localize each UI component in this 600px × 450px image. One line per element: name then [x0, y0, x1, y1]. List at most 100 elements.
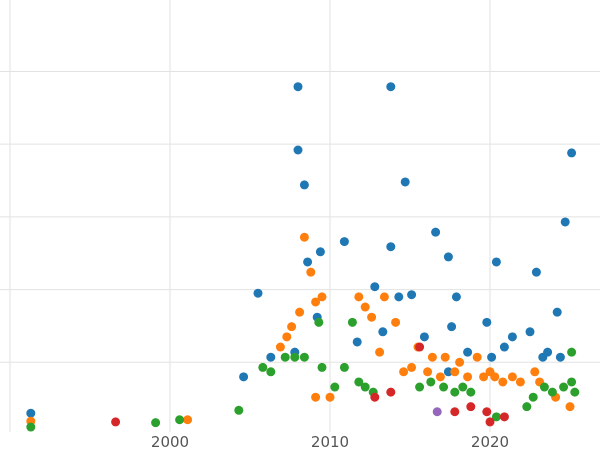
data-point-series-blue — [253, 288, 263, 298]
data-point-series-green — [547, 387, 557, 397]
data-point-series-blue — [419, 332, 429, 342]
x-tick-label: 2010 — [311, 433, 349, 450]
data-point-series-orange — [399, 367, 409, 377]
data-point-series-blue — [303, 257, 313, 267]
data-point-series-green — [280, 352, 290, 362]
data-point-series-blue — [482, 317, 492, 327]
data-point-series-blue — [567, 148, 577, 158]
data-point-series-orange — [287, 322, 297, 332]
x-tick-label: 2020 — [471, 433, 509, 450]
data-point-series-green — [466, 387, 476, 397]
data-point-series-orange — [423, 367, 433, 377]
data-point-series-blue — [293, 82, 303, 92]
data-point-series-blue — [299, 180, 309, 190]
data-point-series-orange — [472, 352, 482, 362]
data-point-series-orange — [455, 357, 465, 367]
data-point-series-orange — [450, 367, 460, 377]
data-point-series-green — [330, 382, 340, 392]
data-point-series-green — [426, 377, 436, 387]
data-point-series-blue — [531, 267, 541, 277]
data-point-series-orange — [299, 232, 309, 242]
data-point-series-blue — [552, 307, 562, 317]
data-point-series-orange — [367, 312, 377, 322]
data-point-series-green — [458, 382, 468, 392]
data-point-series-blue — [443, 252, 453, 262]
data-point-series-red — [482, 407, 492, 417]
data-point-series-orange — [379, 292, 389, 302]
data-point-series-blue — [315, 247, 325, 257]
data-point-series-orange — [515, 377, 525, 387]
data-point-series-red — [386, 387, 396, 397]
data-point-series-orange — [435, 372, 445, 382]
data-point-series-blue — [555, 352, 565, 362]
data-point-series-green — [559, 382, 569, 392]
data-point-series-green — [439, 382, 449, 392]
data-point-series-green — [258, 362, 268, 372]
data-point-series-red — [111, 417, 121, 427]
data-point-series-red — [370, 392, 380, 402]
data-point-series-blue — [400, 177, 410, 187]
data-point-series-orange — [282, 332, 292, 342]
data-point-series-blue — [447, 322, 457, 332]
data-point-series-orange — [427, 352, 437, 362]
data-point-series-green — [567, 347, 577, 357]
data-point-series-blue — [407, 290, 417, 300]
data-point-series-orange — [275, 342, 285, 352]
data-point-series-green — [360, 382, 370, 392]
data-point-series-orange — [311, 392, 321, 402]
data-point-series-green — [299, 352, 309, 362]
data-point-series-blue — [463, 347, 473, 357]
data-point-series-green — [151, 418, 161, 428]
data-point-series-green — [347, 317, 357, 327]
data-point-series-orange — [530, 367, 540, 377]
data-point-series-blue — [394, 292, 404, 302]
data-point-series-red — [415, 342, 425, 352]
data-point-series-orange — [391, 317, 401, 327]
data-point-series-green — [317, 362, 327, 372]
data-point-series-green — [290, 352, 300, 362]
data-point-series-blue — [352, 337, 362, 347]
data-point-series-green — [354, 377, 364, 387]
data-point-series-green — [491, 412, 501, 422]
data-point-series-blue — [266, 352, 276, 362]
data-point-series-green — [570, 387, 580, 397]
data-point-series-orange — [325, 392, 335, 402]
data-point-series-orange — [440, 352, 450, 362]
data-point-series-red — [466, 402, 476, 412]
x-tick-label: 2000 — [151, 433, 189, 450]
data-point-series-green — [567, 377, 577, 387]
data-point-series-orange — [479, 372, 489, 382]
data-point-series-blue — [543, 347, 553, 357]
data-point-series-red — [485, 417, 495, 427]
data-point-series-red — [499, 412, 509, 422]
data-point-series-blue — [443, 367, 453, 377]
data-point-series-purple — [432, 407, 442, 417]
data-point-series-green — [528, 392, 538, 402]
data-point-series-blue — [491, 257, 501, 267]
data-point-series-orange — [498, 377, 508, 387]
data-point-series-green — [26, 422, 36, 432]
data-point-series-green — [539, 382, 549, 392]
data-point-series-blue — [293, 145, 303, 155]
data-point-series-green — [234, 405, 244, 415]
data-point-series-orange — [295, 307, 305, 317]
data-point-series-green — [415, 382, 425, 392]
data-point-series-orange — [490, 372, 500, 382]
data-point-series-orange — [565, 402, 575, 412]
data-point-series-blue — [386, 242, 396, 252]
data-point-series-green — [314, 317, 324, 327]
data-point-series-orange — [407, 362, 417, 372]
data-point-series-orange — [354, 292, 364, 302]
data-point-series-orange — [463, 372, 473, 382]
data-point-series-blue — [239, 372, 249, 382]
data-point-series-green — [266, 367, 276, 377]
data-point-series-orange — [317, 292, 327, 302]
data-point-series-orange — [306, 267, 316, 277]
data-point-series-blue — [339, 237, 349, 247]
data-point-series-green — [175, 415, 185, 425]
data-point-series-blue — [431, 227, 441, 237]
data-point-series-orange — [311, 297, 321, 307]
data-point-series-blue — [487, 352, 497, 362]
